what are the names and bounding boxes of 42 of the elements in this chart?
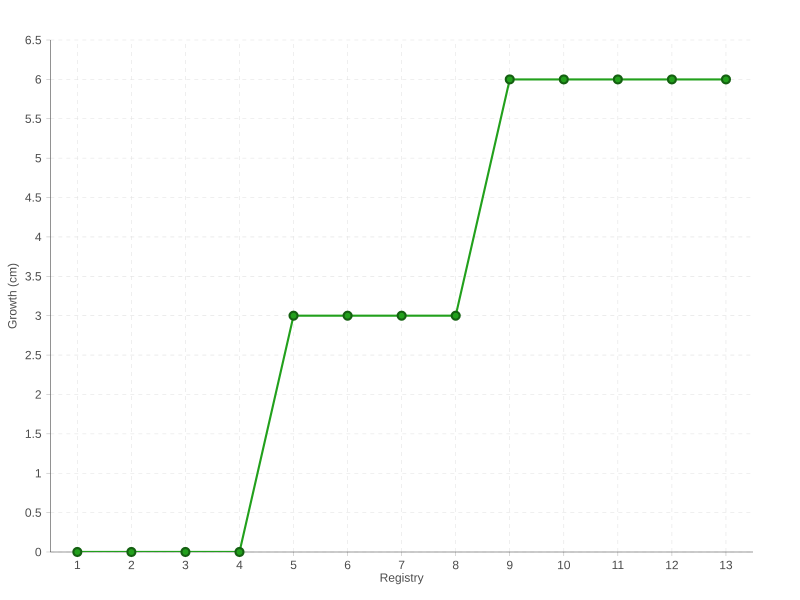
y-tick-label: 4.5: [25, 193, 42, 202]
y-tick-label: 2.5: [26, 350, 42, 360]
x-tick-label: 4: [236, 560, 242, 569]
x-tick-label: 2: [128, 560, 134, 570]
x-tick-label: 7: [398, 560, 404, 569]
y-tick-label: 6: [36, 75, 42, 84]
x-tick-label: 1: [74, 560, 80, 569]
x-tick-label: 5: [290, 560, 296, 570]
y-tick-label: 6.5: [26, 36, 42, 44]
x-tick-label: 8: [452, 560, 459, 570]
x-tick-label: 6: [344, 560, 350, 570]
point: [666, 74, 677, 84]
y-tick-label: 4: [35, 232, 42, 242]
point: [720, 74, 732, 84]
x-tick-label: 13: [720, 560, 732, 570]
point: [72, 546, 82, 558]
y-tick-label: 2: [36, 390, 41, 399]
point: [180, 546, 191, 558]
y-tick-label: 0.5: [25, 508, 42, 517]
point: [396, 310, 407, 321]
y-tick-label: 3: [35, 311, 42, 320]
point: [504, 74, 515, 84]
point: [558, 74, 569, 84]
x-tick-label: 11: [612, 560, 624, 569]
x-tick-label: 10: [558, 560, 570, 570]
x-tick-label: 12: [666, 560, 678, 570]
y-tick-label: 5: [35, 154, 42, 162]
point: [450, 310, 461, 321]
y-axis-title: Growth (cm): [8, 264, 19, 328]
y-tick-label: 0: [35, 548, 42, 556]
point: [612, 74, 623, 84]
y-tick-label: 1: [36, 469, 42, 478]
x-axis-title: Registry: [380, 573, 424, 584]
y-tick-label: 1.5: [26, 430, 42, 438]
point: [342, 310, 353, 321]
x-tick-label: 3: [182, 560, 188, 570]
point: [234, 546, 245, 558]
point: [288, 310, 299, 321]
y-tick-label: 5.5: [25, 114, 42, 123]
point: [126, 546, 136, 558]
x-tick-label: 9: [506, 560, 513, 570]
y-tick-label: 3.5: [25, 272, 42, 281]
